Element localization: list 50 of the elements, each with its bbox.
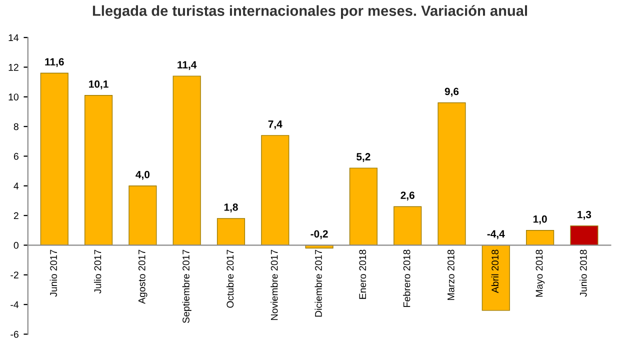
data-label: 11,4 (178, 61, 197, 70)
x-tick-label: Junio 2018 (580, 250, 587, 297)
bar (40, 72, 68, 246)
x-tick-label: Enero 2018 (359, 250, 366, 299)
data-label: 1,3 (578, 210, 592, 220)
bar (172, 76, 201, 246)
data-label: 4,0 (136, 170, 150, 180)
x-tick-label: Marzo 2018 (447, 250, 454, 300)
data-label: 7,4 (268, 120, 282, 130)
x-tick-label: Agosto 2017 (138, 250, 148, 304)
y-tick-label: -6 (10, 330, 18, 338)
y-tick-label: 14 (8, 34, 19, 42)
data-label: 1,8 (224, 203, 238, 212)
bar (394, 206, 422, 246)
y-tick-label: -4 (10, 301, 19, 308)
bar (482, 244, 510, 311)
data-label: 2,6 (400, 192, 414, 201)
y-tick-label: -2 (10, 272, 18, 278)
x-tick-label: Febrero 2018 (403, 250, 410, 307)
x-tick-label: Diciembre 2017 (314, 250, 322, 317)
y-tick-label: 2 (14, 212, 18, 220)
bar (570, 226, 598, 246)
bar (438, 102, 466, 246)
x-tick-label: Septiembre 2017 (182, 250, 192, 323)
bar (261, 135, 290, 246)
y-tick-label: 12 (8, 64, 18, 71)
y-tick-label: 0 (14, 242, 18, 249)
y-tick-label: 8 (14, 123, 18, 130)
x-tick-label: Octubre 2017 (226, 250, 234, 308)
y-tick-label: 10 (8, 94, 18, 100)
bar (526, 230, 554, 246)
x-tick-label: Noviembre 2017 (270, 250, 278, 320)
data-label: -0,2 (310, 230, 328, 240)
x-tick-label: Julio 2017 (94, 250, 102, 294)
data-label: -4,4 (487, 230, 505, 240)
chart-title: Llegada de turistas internacionales por meses. Variación anual (92, 5, 528, 19)
data-label: 11,6 (45, 58, 64, 68)
data-label: 10,1 (89, 80, 108, 90)
x-tick-label: Junio 2017 (50, 250, 57, 297)
bar (349, 168, 378, 246)
data-label: 9,6 (444, 88, 459, 97)
bar (84, 95, 113, 246)
x-tick-label: Mayo 2018 (536, 250, 545, 297)
data-label: 1,0 (533, 215, 547, 224)
x-tick-label: Abril 2018 (491, 250, 499, 294)
data-label: 5,2 (356, 153, 370, 162)
bar (128, 185, 157, 246)
y-tick-label: 6 (14, 152, 18, 160)
y-tick-label: 4 (14, 182, 19, 190)
bar (216, 218, 246, 246)
